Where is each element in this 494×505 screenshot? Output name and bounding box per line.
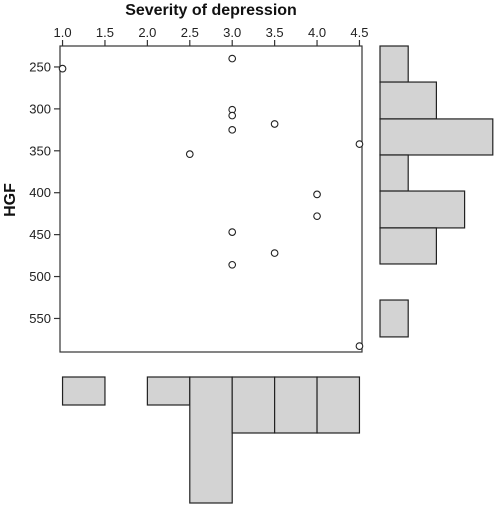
histogram-bar [379,81,438,120]
x-tick-label: 1.5 [96,25,114,40]
y-tick-label: 450 [29,227,51,242]
histogram-bar [379,227,438,265]
plot-frame [59,45,363,353]
scatter-panel: 1.0 1.5 2.0 2.5 3.0 3.5 4.0 4.5 250 300 350 400 450… [2,2,368,353]
histogram-bar [274,376,318,434]
y-tick-label: 550 [29,311,51,326]
x-tick-label: 3.0 [223,25,241,40]
x-axis-ticks: 1.0 1.5 2.0 2.5 3.0 3.5 4.0 4.5 [54,25,368,46]
y-tick-label: 400 [29,185,51,200]
x-tick-label: 3.5 [266,25,284,40]
data-point [313,212,321,221]
data-point [185,150,194,158]
x-tick-label: 4.0 [308,25,326,40]
data-point [313,190,321,199]
histogram-bar [316,376,361,434]
data-point [228,125,237,134]
histogram-bar [379,45,409,83]
data-point [270,120,279,128]
histogram-bar [189,376,233,504]
y-tick-label: 500 [29,269,51,284]
data-point [228,54,237,63]
histogram-bar [146,376,191,406]
data-point [228,228,237,236]
y-tick-label: 350 [29,143,51,158]
histogram-bar [61,376,106,406]
y-axis-title: HGF [2,183,19,217]
histogram-bar [231,376,276,434]
x-tick-label: 4.5 [350,25,368,40]
y-marginal-histogram [379,45,494,338]
x-marginal-histogram [61,376,361,504]
y-tick-label: 300 [29,101,51,116]
histogram-bar [379,118,494,156]
data-point [270,249,279,257]
x-tick-label: 2.0 [138,25,156,40]
scatter-points [58,54,364,350]
data-point [58,64,67,73]
data-point [228,111,237,120]
y-axis-ticks: 250 300 350 400 450 500 550 [29,59,60,326]
y-tick-label: 250 [29,59,51,74]
x-tick-label: 1.0 [54,25,72,40]
data-point [355,140,364,148]
histogram-bar [379,190,466,229]
x-axis-title: Severity of depression [125,2,297,19]
x-tick-label: 2.5 [181,25,199,40]
histogram-bar [379,154,409,192]
histogram-bar [379,299,409,338]
data-point [355,342,364,350]
data-point [228,260,237,269]
